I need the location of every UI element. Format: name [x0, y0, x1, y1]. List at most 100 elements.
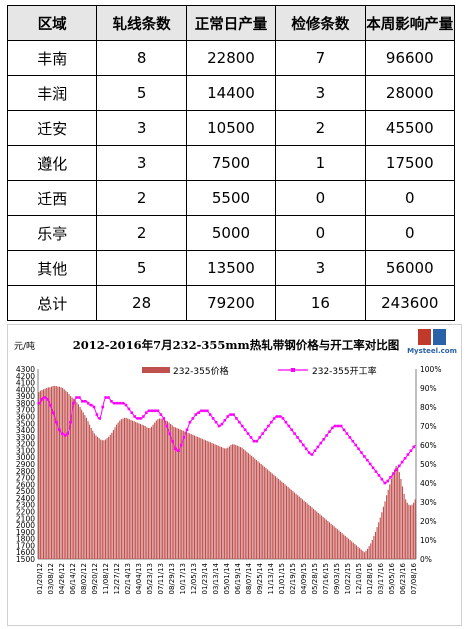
y-right-tick-label: 0%: [420, 555, 432, 564]
utilization-point: [130, 411, 134, 414]
x-tick-label: 10/17/13: [179, 563, 187, 594]
x-tick-label: 06/19/14: [234, 562, 242, 594]
utilization-point: [342, 428, 346, 432]
price-bar: [362, 550, 364, 559]
price-bar: [184, 431, 186, 559]
x-tick-label: 10/22/15: [344, 563, 352, 594]
price-bar: [403, 493, 405, 559]
legend-bar-swatch: [142, 367, 170, 373]
y-left-tick-label: 2000: [16, 521, 35, 530]
table-body: 丰南 8 22800 7 96600 丰润 5 14400 3 28000 迁安 3 10500 2 455…: [6, 40, 456, 321]
price-bar: [244, 450, 246, 559]
utilization-point: [389, 476, 392, 479]
price-bar: [193, 435, 195, 559]
x-tick-label: 04/09/15: [300, 563, 308, 594]
cell-line-count: 3: [96, 110, 187, 146]
cell-weekly-impact: 17500: [364, 145, 456, 181]
y-right-tick-label: 100%: [420, 365, 441, 374]
y-left-tick-label: 3500: [16, 419, 35, 428]
price-bar: [173, 426, 175, 559]
price-bar: [368, 546, 370, 559]
price-bar: [106, 438, 108, 559]
cell-region: 丰南: [6, 40, 98, 76]
price-bar: [343, 534, 345, 559]
utilization-point: [43, 396, 46, 399]
price-bar: [303, 500, 305, 559]
price-bar: [274, 476, 276, 559]
price-bar: [273, 474, 275, 559]
utilization-point: [208, 413, 212, 416]
price-bar: [379, 517, 381, 559]
utilization-point: [147, 409, 151, 413]
price-bar: [79, 407, 81, 559]
utilization-point: [185, 428, 189, 432]
price-bar: [305, 502, 307, 559]
x-tick-label: 01/28/16: [366, 562, 374, 594]
x-tick-label: 11/13/14: [267, 562, 275, 594]
price-bar: [254, 458, 256, 559]
output-table: 区域 轧线条数 正常日产量 检修条数 本周影响产量 丰南 8 22800 7 96600…: [6, 5, 456, 321]
price-bar: [120, 419, 122, 559]
price-bar: [160, 418, 162, 559]
price-bar: [411, 504, 413, 559]
utilization-point: [165, 424, 168, 428]
utilization-point: [368, 462, 372, 466]
price-bar: [217, 445, 219, 559]
price-bar: [320, 515, 323, 559]
table-row: 迁西 2 5500 0 0: [6, 180, 456, 216]
utilization-point: [392, 472, 395, 475]
price-bar: [408, 504, 410, 559]
price-bar: [313, 508, 315, 559]
header-maintenance-count: 检修条数: [275, 5, 366, 41]
y-left-tick-label: 1700: [16, 541, 35, 550]
price-bar: [60, 387, 62, 559]
price-bar: [133, 421, 135, 559]
price-bar: [205, 440, 207, 559]
cell-maintenance-count: 3: [275, 250, 366, 286]
logo-mark: [418, 329, 431, 345]
price-bar: [209, 442, 211, 559]
price-bar: [300, 497, 302, 559]
cell-daily-output: 14400: [185, 75, 277, 111]
price-bar: [93, 433, 95, 559]
price-bar: [308, 504, 310, 559]
utilization-point: [272, 417, 276, 420]
y-left-tick-label: 2100: [16, 514, 35, 523]
utilization-point: [374, 470, 378, 473]
price-bar: [397, 467, 399, 559]
utilization-point: [397, 464, 401, 468]
utilization-point: [357, 447, 360, 451]
price-bar: [66, 392, 68, 559]
y-left-tick-label: 2700: [16, 474, 35, 483]
price-bar: [147, 428, 149, 559]
price-bar: [189, 433, 191, 559]
price-bar: [49, 387, 51, 559]
chart-title: 2012-2016年7月232-355mm热轧带钢价格与开工率对比图: [73, 338, 399, 352]
utilization-point: [258, 436, 262, 439]
utilization-point: [203, 409, 206, 413]
cell-line-count: 5: [96, 75, 187, 111]
price-bar: [228, 446, 230, 559]
price-bar: [158, 418, 161, 559]
utilization-point: [223, 419, 227, 422]
x-tick-label: 12/27/12: [113, 563, 121, 594]
utilization-point: [63, 434, 67, 437]
price-bar: [371, 540, 373, 559]
utilization-point: [214, 420, 218, 424]
cell-maintenance-count: 1: [275, 145, 366, 181]
header-region: 区域: [6, 5, 98, 41]
price-bar: [311, 507, 313, 559]
utilization-point: [176, 449, 180, 452]
price-bar: [58, 386, 60, 559]
utilization-point: [412, 445, 416, 449]
price-bar: [95, 435, 97, 559]
utilization-point: [104, 396, 107, 399]
price-bar: [81, 409, 83, 559]
price-bar: [376, 527, 378, 559]
utilization-point: [150, 409, 154, 413]
price-bar: [347, 538, 350, 559]
price-bar: [179, 429, 181, 559]
utilization-point: [110, 400, 113, 403]
price-bar: [41, 390, 43, 559]
price-bar: [341, 533, 343, 559]
